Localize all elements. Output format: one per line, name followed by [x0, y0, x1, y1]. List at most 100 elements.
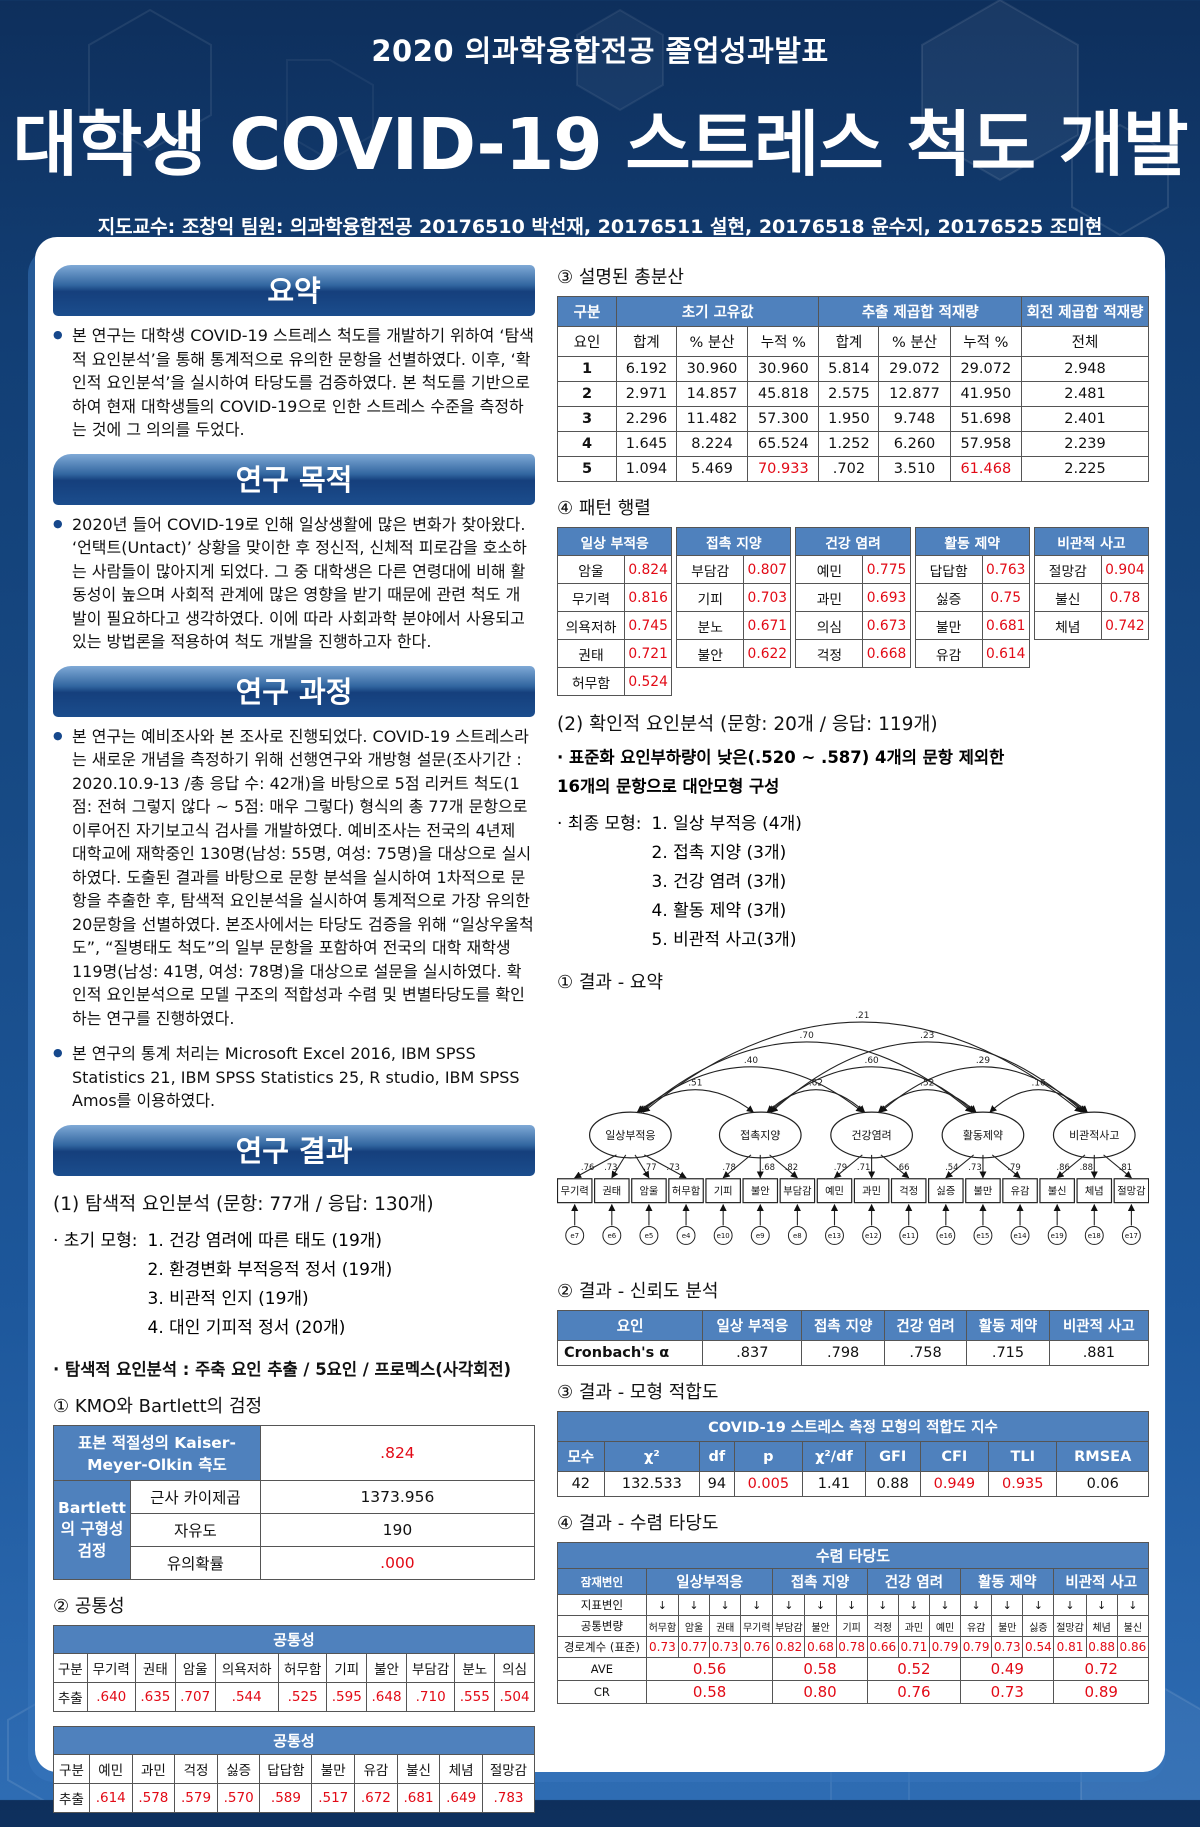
diagram-label: .76 [581, 1162, 594, 1172]
table-cell: 0.73 [709, 1636, 742, 1659]
diagram-shape [880, 1066, 1086, 1113]
diagram-label: 싫증 [936, 1186, 955, 1198]
diagram-label: 비관적사고 [1069, 1129, 1119, 1142]
diagram-shape [631, 1178, 667, 1204]
table-cell: 불안 [676, 639, 745, 668]
table-cell: 의심 [795, 611, 864, 640]
diagram-shape [1084, 1226, 1104, 1246]
list-item: 2. 접촉 지양 (3개) [651, 843, 787, 864]
table-cell: 활동 제약 [914, 527, 1030, 556]
diagram-label: .29 [976, 1056, 991, 1066]
table-cell: 0.673 [862, 611, 911, 640]
table-cell: 42 [557, 1471, 605, 1498]
diagram-label: 허무함 [672, 1186, 701, 1198]
diagram-label: .79 [834, 1162, 847, 1172]
table-cell: 무기력 [86, 1652, 136, 1683]
table-row: 자유도 190 [54, 1512, 536, 1547]
table-row: 분노 0.671 [676, 611, 792, 640]
diagram-label: .62 [809, 1079, 823, 1089]
table-cell: .649 [439, 1782, 483, 1813]
right-column: ③ 설명된 총분산 구분 초기 고유값 추출 제곱합 적재량 회전 제곱합 적재… [556, 251, 1150, 1705]
diagram-label: 걱정 [899, 1186, 918, 1198]
table-cell: 41.950 [949, 381, 1023, 407]
table-row: 활동 제약 [914, 527, 1030, 556]
poster-header: 2020 의과학융합전공 졸업성과발표 대학생 COVID-19 스트레스 척도… [0, 0, 1200, 239]
diagram-label: e9 [756, 1232, 765, 1240]
table-cell: 2.575 [818, 381, 880, 407]
table-cell: .595 [326, 1681, 368, 1712]
table-row: 공통성 [53, 1624, 535, 1654]
table-cell: 9.748 [878, 406, 951, 432]
table-cell: .614 [88, 1782, 133, 1813]
table-cell: ↓ [804, 1594, 837, 1617]
table-cell: .710 [405, 1681, 456, 1712]
cell: 유의확률 [129, 1545, 261, 1580]
table-row: 3 2.296 11.482 57.300 1.950 9.748 51.698 2.401 [557, 406, 1149, 432]
diagram-label: .52 [920, 1079, 934, 1089]
table-row: Cronbach's α .837.798.758.715.881 [556, 1340, 1150, 1367]
communality-heading: ② 공통성 [53, 1595, 125, 1617]
table-cell: ↓ [1085, 1594, 1118, 1617]
table-cell: ↓ [897, 1594, 930, 1617]
diagram-shape [825, 1226, 844, 1246]
table-cell: 공통성 [53, 1725, 535, 1755]
table-cell: 0.73 [960, 1680, 1055, 1705]
diagram-label: 불안 [751, 1186, 770, 1198]
cell: 근사 카이제곱 [129, 1479, 261, 1514]
table-row: 불안 0.622 [676, 639, 792, 668]
diagram-label: .21 [855, 1011, 869, 1021]
diagram-shape [1103, 1154, 1132, 1179]
diagram-shape [644, 1154, 687, 1179]
diagram-label: 절망감 [1117, 1185, 1146, 1198]
table-cell: .525 [277, 1681, 328, 1712]
table-cell: 요인 [556, 1310, 704, 1342]
diagram-label: 불만 [974, 1186, 993, 1198]
kmo-label-cell: 표본 적절성의 Kaiser-Meyer-Olkin 측도 [53, 1424, 261, 1481]
poster-body-card: 요약 본 연구는 대학생 COVID-19 스트레스 척도를 개발하기 위하여 … [35, 237, 1165, 1813]
header-cell: % 분산 [675, 326, 749, 357]
page-title: 대학생 COVID-19 스트레스 척도 개발 [12, 103, 1189, 186]
cfa-note-1: · 표준화 요인부하량이 낮은(.520 ~ .587) 4개의 문항 제외한 [557, 748, 1005, 767]
diagram-label: 기피 [714, 1186, 733, 1198]
table-cell: 건강 염려 [795, 527, 911, 556]
table-cell: 불안 [366, 1652, 407, 1683]
diagram-shape [1076, 1178, 1113, 1204]
diagram-label: e6 [607, 1232, 616, 1240]
table-cell: 45.818 [747, 381, 820, 407]
table-cell: COVID-19 스트레스 측정 모형의 적합도 지수 [557, 1411, 1149, 1443]
table-cell: 암울 [557, 555, 625, 584]
header-cell: 요인 [557, 326, 617, 357]
diagram-shape [1010, 1226, 1030, 1246]
diagram-shape [713, 1226, 733, 1246]
model-fit-table: COVID-19 스트레스 측정 모형의 적합도 지수 모수 χ² df p χ²/df G… [557, 1411, 1149, 1498]
diagram-shape [945, 1154, 975, 1179]
kmo-heading: ① KMO와 Bartlett의 검정 [53, 1395, 263, 1417]
table-cell: 걱정 [866, 1615, 899, 1638]
table-cell: ↓ [740, 1594, 774, 1617]
table-cell: 권태 [557, 639, 625, 668]
table-row: 요인 합계 % 분산 누적 % 합계 % 분산 누적 % 전체 [557, 326, 1149, 357]
diagram-label: 일상부적응 [605, 1128, 655, 1142]
initial-model-label: · 초기 모형: [53, 1230, 138, 1251]
table-cell: 기피 [835, 1615, 868, 1638]
table-row: 4 1.645 8.224 65.524 1.252 6.260 57.958 2.239 [557, 431, 1149, 457]
table-cell: .798 [801, 1340, 885, 1367]
cell: 190 [259, 1512, 536, 1547]
kmo-value-cell: .824 [259, 1424, 536, 1481]
table-cell: 구분 [53, 1652, 88, 1683]
list-item: 1. 건강 염려에 따른 태도 (19개) [147, 1230, 383, 1251]
diagram-label: 암울 [640, 1186, 659, 1198]
table-cell: 0.703 [743, 583, 792, 612]
table-cell: 부담감 [405, 1652, 456, 1683]
header-cell: 누적 % [949, 326, 1023, 357]
table-cell: 무기력 [740, 1615, 774, 1638]
diagram-shape [565, 1226, 585, 1246]
table-cell: .715 [966, 1340, 1050, 1367]
table-cell: 0.524 [623, 667, 673, 696]
diagram-shape [636, 1089, 754, 1113]
table-cell: TLI [988, 1441, 1058, 1473]
diagram-shape [779, 1178, 816, 1204]
diagram-shape [936, 1226, 956, 1246]
bartlett-label-cell: Bartlett의 구형성 검정 [53, 1479, 131, 1580]
table-row: 싫증 0.75 [914, 583, 1030, 612]
